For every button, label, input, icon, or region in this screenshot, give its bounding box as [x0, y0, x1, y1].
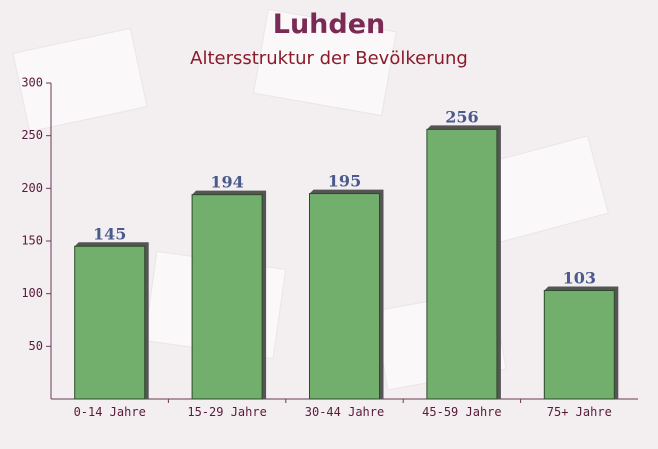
y-tick-label: 250 [21, 128, 43, 142]
bar [191, 194, 263, 400]
bar [309, 193, 380, 400]
bar [543, 290, 615, 400]
chart-subtitle: Altersstruktur der Bevölkerung [190, 48, 468, 69]
x-tick-label: 15-29 Jahre [187, 405, 266, 419]
value-label: 195 [328, 172, 361, 191]
y-tick-label: 200 [21, 181, 43, 195]
value-label: 103 [563, 269, 596, 288]
bar [426, 128, 498, 400]
y-tick-label: 150 [21, 234, 43, 248]
value-label: 194 [210, 173, 243, 192]
bar [74, 245, 146, 400]
y-tick-label: 100 [21, 286, 43, 300]
x-tick-label: 75+ Jahre [547, 405, 612, 419]
value-label: 145 [93, 224, 126, 243]
y-tick-label: 300 [21, 76, 43, 90]
y-tick-label: 50 [29, 339, 43, 353]
value-label: 256 [445, 107, 478, 126]
chart-title: Luhden [273, 9, 386, 40]
x-tick-label: 45-59 Jahre [422, 405, 501, 419]
x-tick-label: 0-14 Jahre [74, 405, 146, 419]
x-tick-label: 30-44 Jahre [305, 405, 384, 419]
